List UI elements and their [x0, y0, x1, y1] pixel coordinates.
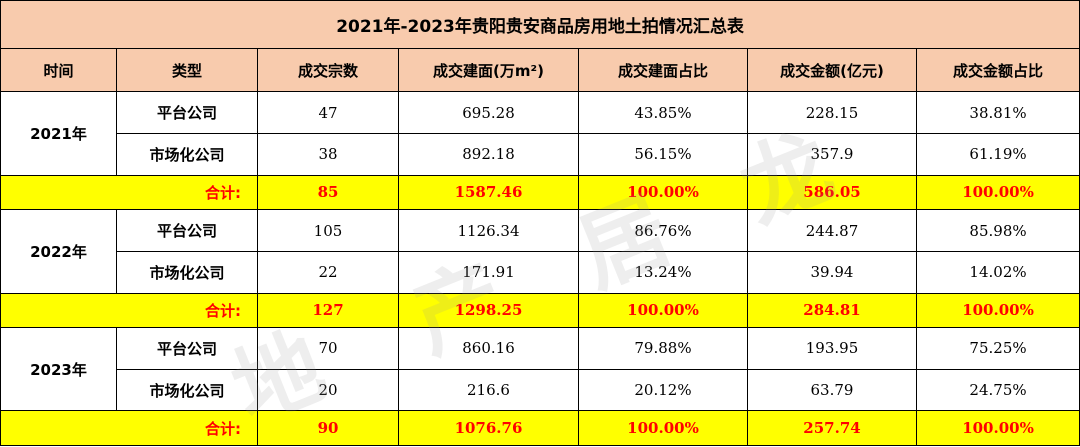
total-area-pct-cell: 100.00%: [578, 292, 748, 329]
total-count-cell: 85: [257, 174, 399, 211]
total-row: 合计: 90 1076.76 100.00% 257.74 100.00%: [0, 410, 1080, 446]
year-cell: 2021年: [0, 91, 117, 176]
count-cell: 47: [257, 91, 399, 135]
area-pct-cell: 20.12%: [578, 368, 748, 412]
table-row: 市场化公司 20 216.6 20.12% 63.79 24.75%: [1, 368, 1080, 412]
amount-cell: 228.15: [747, 91, 917, 135]
total-amount-cell: 586.05: [747, 174, 917, 211]
header-row: 时间 类型 成交宗数 成交建面(万m²) 成交建面占比 成交金额(亿元) 成交金…: [0, 47, 1080, 93]
area-pct-cell: 13.24%: [578, 250, 748, 294]
table-row: 市场化公司 22 171.91 13.24% 39.94 14.02%: [1, 250, 1080, 294]
total-area-pct-cell: 100.00%: [578, 410, 748, 446]
year-cell: 2023年: [0, 327, 117, 412]
total-amount-cell: 257.74: [747, 410, 917, 446]
amount-pct-cell: 61.19%: [915, 133, 1080, 176]
table-title: 2021年-2023年贵阳贵安商品房用地土拍情况汇总表: [0, 0, 1080, 49]
header-amount-pct: 成交金额占比: [915, 47, 1080, 93]
table-row: 2021年 平台公司 47 695.28 43.85% 228.15 38.81…: [0, 91, 1080, 176]
amount-cell: 193.95: [747, 327, 917, 370]
type-cell: 市场化公司: [116, 250, 258, 294]
total-amount-cell: 284.81: [747, 292, 917, 329]
total-label: 合计:: [0, 174, 258, 211]
amount-pct-cell: 38.81%: [915, 91, 1080, 135]
type-cell: 市场化公司: [116, 133, 258, 176]
area-pct-cell: 56.15%: [578, 133, 748, 176]
header-amount: 成交金额(亿元): [747, 47, 917, 93]
count-cell: 20: [257, 368, 399, 412]
amount-pct-cell: 14.02%: [915, 250, 1080, 294]
amount-cell: 39.94: [747, 250, 917, 294]
area-cell: 860.16: [398, 327, 579, 370]
header-area-pct: 成交建面占比: [578, 47, 748, 93]
amount-cell: 357.9: [747, 133, 917, 176]
area-cell: 171.91: [398, 250, 579, 294]
count-cell: 38: [257, 133, 399, 176]
header-time: 时间: [0, 47, 117, 93]
type-cell: 平台公司: [116, 209, 258, 252]
amount-cell: 244.87: [747, 209, 917, 252]
area-pct-cell: 79.88%: [578, 327, 748, 370]
area-cell: 892.18: [398, 133, 579, 176]
total-label: 合计:: [0, 410, 258, 446]
count-cell: 22: [257, 250, 399, 294]
area-pct-cell: 86.76%: [578, 209, 748, 252]
amount-pct-cell: 85.98%: [915, 209, 1080, 252]
table-row: 市场化公司 38 892.18 56.15% 357.9 61.19%: [1, 133, 1080, 176]
header-type: 类型: [116, 47, 258, 93]
type-cell: 市场化公司: [116, 368, 258, 412]
total-count-cell: 90: [257, 410, 399, 446]
total-area-cell: 1587.46: [398, 174, 579, 211]
amount-cell: 63.79: [747, 368, 917, 412]
total-amount-pct-cell: 100.00%: [915, 410, 1080, 446]
total-row: 合计: 85 1587.46 100.00% 586.05 100.00%: [0, 174, 1080, 211]
total-area-pct-cell: 100.00%: [578, 174, 748, 211]
type-cell: 平台公司: [116, 91, 258, 135]
total-area-cell: 1298.25: [398, 292, 579, 329]
table-row: 2023年 平台公司 70 860.16 79.88% 193.95 75.25…: [0, 327, 1080, 412]
count-cell: 105: [257, 209, 399, 252]
total-amount-pct-cell: 100.00%: [915, 292, 1080, 329]
area-cell: 695.28: [398, 91, 579, 135]
total-row: 合计: 127 1298.25 100.00% 284.81 100.00%: [0, 292, 1080, 329]
total-label: 合计:: [0, 292, 258, 329]
area-pct-cell: 43.85%: [578, 91, 748, 135]
type-cell: 平台公司: [116, 327, 258, 370]
total-count-cell: 127: [257, 292, 399, 329]
table-row: 2022年 平台公司 105 1126.34 86.76% 244.87 85.…: [0, 209, 1080, 294]
amount-pct-cell: 24.75%: [915, 368, 1080, 412]
year-cell: 2022年: [0, 209, 117, 294]
area-cell: 1126.34: [398, 209, 579, 252]
area-cell: 216.6: [398, 368, 579, 412]
title-row: 2021年-2023年贵阳贵安商品房用地土拍情况汇总表: [0, 0, 1080, 49]
header-count: 成交宗数: [257, 47, 399, 93]
total-area-cell: 1076.76: [398, 410, 579, 446]
count-cell: 70: [257, 327, 399, 370]
total-amount-pct-cell: 100.00%: [915, 174, 1080, 211]
amount-pct-cell: 75.25%: [915, 327, 1080, 370]
header-area: 成交建面(万m²): [398, 47, 579, 93]
